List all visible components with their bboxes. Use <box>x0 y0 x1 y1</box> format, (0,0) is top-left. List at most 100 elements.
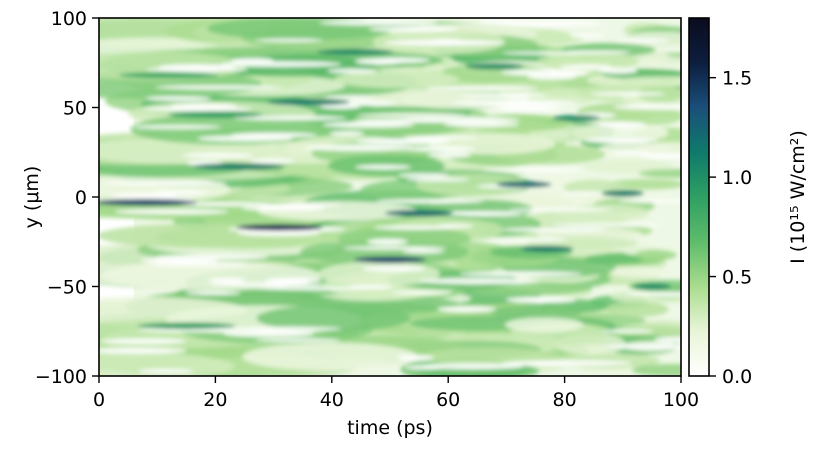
heatmap-gap <box>208 277 246 284</box>
colorbar-tick-label: 1.5 <box>722 68 752 90</box>
heatmap-gap <box>451 100 578 106</box>
intensity-streak <box>496 181 552 188</box>
heatmap-gap <box>241 205 326 211</box>
heatmap-gap <box>133 125 221 129</box>
intensity-streak <box>632 283 672 290</box>
heatmap-gap <box>640 153 681 159</box>
heatmap-gap <box>611 151 651 155</box>
intensity-streak <box>99 199 198 206</box>
heatmap-streak <box>99 352 235 376</box>
heatmap-streak <box>421 347 560 366</box>
intensity-streak <box>552 115 601 122</box>
heatmap-gap <box>110 192 177 199</box>
heatmap-gap <box>329 130 365 136</box>
heatmap-gap <box>209 282 326 287</box>
heatmap-gap <box>324 95 376 99</box>
heatmap-gap <box>590 92 666 96</box>
heatmap-gap <box>418 278 540 285</box>
heatmap-gap <box>233 115 347 121</box>
heatmap-gap <box>145 262 248 266</box>
heatmap-gap <box>569 33 605 38</box>
heatmap-gap <box>373 57 431 63</box>
heatmap-streak <box>609 266 674 278</box>
heatmap-gap <box>425 85 539 91</box>
heatmap-gap <box>599 121 646 128</box>
heatmap-gap <box>618 199 681 203</box>
heatmap-streak <box>490 305 583 319</box>
y-axis-label: y (μm) <box>21 166 43 229</box>
heatmap-gap <box>320 104 361 110</box>
heatmap-gap <box>482 168 584 173</box>
heatmap-gap <box>428 39 466 45</box>
heatmap-gap <box>255 338 341 343</box>
heatmap-streak <box>617 76 681 87</box>
heatmap-gap <box>114 209 229 215</box>
intensity-streak <box>465 63 525 70</box>
heatmap-gap <box>437 306 497 313</box>
colorbar <box>689 18 709 376</box>
heatmap-gap <box>405 177 470 182</box>
heatmap-gap <box>391 290 452 295</box>
x-tick-label: 100 <box>663 389 699 411</box>
heatmap-streak <box>634 249 677 261</box>
heatmap-gap <box>319 20 438 26</box>
heatmap-gap <box>373 225 455 230</box>
x-tick-label: 80 <box>553 389 577 411</box>
heatmap-streak <box>631 363 681 376</box>
heatmap-gap <box>362 265 426 272</box>
heatmap-gap <box>368 26 460 32</box>
heatmap-gap <box>496 106 562 112</box>
x-tick-label: 60 <box>436 389 460 411</box>
heatmap-gap <box>478 19 521 24</box>
heatmap-gap <box>154 85 282 90</box>
heatmap-gap <box>443 122 520 128</box>
heatmap-gap <box>249 158 295 164</box>
heatmap-streak <box>256 304 411 332</box>
heatmap-gap <box>456 211 523 217</box>
heatmap-gap <box>616 38 670 43</box>
intensity-streak <box>316 48 394 56</box>
heatmap-gap <box>376 199 485 204</box>
heatmap-gap <box>197 135 294 142</box>
heatmap-gap <box>138 368 194 374</box>
heatmap-gap <box>185 290 241 296</box>
heatmap-gap <box>427 152 472 158</box>
heatmap-streak <box>242 342 418 371</box>
heatmap-gap <box>459 93 548 98</box>
heatmap-gap <box>255 38 324 42</box>
x-axis: 0 20 40 60 80 100 <box>93 376 699 411</box>
colorbar-tick-label: 0.5 <box>722 267 752 289</box>
y-tick-label: 100 <box>51 8 87 30</box>
heatmap-gap <box>394 117 521 123</box>
heatmap-gap <box>613 103 681 110</box>
intensity-streak <box>192 163 285 170</box>
intensity-streak <box>601 190 644 197</box>
heatmap-gap <box>99 347 187 354</box>
heatmap-gap <box>256 203 342 207</box>
heatmap-gap <box>559 64 613 70</box>
heatmap-gap <box>407 135 477 140</box>
heatmap-gap <box>264 278 311 284</box>
heatmap-gap <box>459 271 582 277</box>
intensity-streak <box>267 98 350 106</box>
heatmap-gap <box>151 190 208 195</box>
heatmap-streak <box>318 261 441 287</box>
heatmap-field <box>99 18 681 376</box>
heatmap-streak <box>572 122 669 143</box>
colorbar-label: I (10¹⁵ W/cm²) <box>787 130 809 264</box>
x-tick-label: 20 <box>203 389 227 411</box>
y-tick-label: 50 <box>63 98 87 120</box>
heatmap-gap <box>304 144 415 151</box>
heatmap-gap <box>508 208 613 212</box>
heatmap-gap <box>583 137 658 144</box>
heatmap-streak <box>337 227 472 250</box>
colorbar-frame <box>688 17 710 377</box>
x-axis-label: time (ps) <box>347 417 433 439</box>
heatmap-streak <box>631 56 681 69</box>
intensity-streak <box>384 209 454 217</box>
heatmap-gap <box>421 363 525 370</box>
x-tick-label: 0 <box>93 389 105 411</box>
heatmap-streak <box>606 301 669 317</box>
heatmap-streak <box>607 178 681 190</box>
heatmap-gap <box>140 257 218 264</box>
